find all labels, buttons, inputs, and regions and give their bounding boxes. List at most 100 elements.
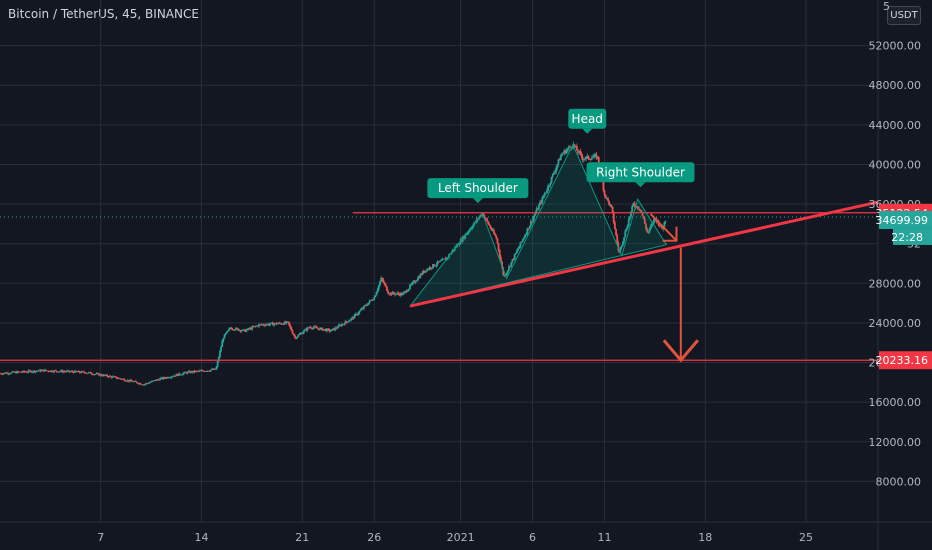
price-tick-label-partial: 5 [883,0,890,13]
candle-body [8,373,11,375]
candle-body [250,327,252,330]
candle-body [263,325,266,326]
pattern-label-box [586,162,695,183]
candle-body [569,146,571,148]
candle-body [117,377,120,379]
candle-body [387,291,389,294]
candle-body [164,378,167,379]
candle-body [579,151,582,154]
candle-body [288,321,290,325]
candle-body [463,236,465,239]
candle-body [230,327,233,330]
candle-body [156,379,159,381]
candle-body [420,274,423,276]
candle-body [333,328,335,331]
candle-body [186,371,189,374]
candle-body [27,370,30,373]
breakdown-arrow-head [662,226,678,242]
candle-body [556,164,559,168]
candle-body [493,230,495,234]
candle-body [552,173,555,175]
candle-body [471,227,474,229]
candle-body [182,373,184,375]
candle-body [31,371,34,373]
candle-body [539,201,541,206]
candle-body [252,326,255,328]
candle-body [366,304,369,306]
candle-body [485,217,487,219]
candle-body [300,333,303,335]
candle-body [158,379,160,381]
candle-body [296,336,298,339]
candle-body [257,325,259,327]
candle-body [179,374,182,376]
candle-body [613,222,616,230]
candle-body [35,370,38,372]
candle-body [544,192,547,194]
candle-body [239,330,242,332]
candle-body [33,370,36,373]
candle-body [67,370,69,372]
candle-body [62,371,65,373]
candle-body [32,370,35,372]
candle-body [567,146,570,149]
candle-body [228,328,231,331]
candle-body [1,373,4,375]
candle-body [356,313,358,315]
candle-body [293,335,296,338]
candle-body [430,267,433,269]
time-axis[interactable]: 7 14 21 26 2021 6 11 18 25 [97,531,813,544]
candle-body [338,325,341,326]
candle-body [410,284,412,286]
candlestick-series [0,141,667,386]
candle-body [225,331,228,334]
candle-body [320,327,323,329]
candle-body [633,203,636,206]
candle-body [573,144,576,147]
candle-body [71,371,74,372]
candle-body [587,155,590,159]
candle-body [34,371,37,373]
candle-body [110,376,113,378]
candle-body [399,293,402,296]
candle-body [102,374,105,376]
candle-body [437,261,440,263]
candle-body [540,201,543,203]
candle-body [578,151,581,153]
candle-body [276,323,279,325]
candle-body [602,181,605,191]
candle-body [620,245,623,247]
candle-body [513,253,516,260]
candle-body [19,371,22,373]
candle-body [312,327,315,329]
candle-body [391,292,394,295]
candle-body [285,321,288,324]
candle-body [409,284,411,289]
countdown-badge-text: 22:28 [891,231,923,244]
candle-body [604,194,607,199]
currency-unit-button[interactable]: USDT [887,6,921,25]
candle-body [663,221,666,227]
candle-body [270,322,273,324]
time-tick-label: 21 [295,531,309,544]
candle-body [40,370,43,372]
candle-body [649,226,652,229]
candle-body [133,381,136,382]
candle-body [18,371,21,373]
candle-body [487,221,490,225]
candle-body [422,271,425,273]
target-price-badge-text: 20233.16 [876,354,929,367]
candle-body [542,196,545,198]
candle-body [121,378,123,380]
time-tick-label: 14 [195,531,209,544]
candle-body [224,333,227,335]
candle-body [56,371,59,373]
candle-body [442,258,445,260]
candle-body [163,377,166,379]
candle-body [139,383,142,385]
head-and-shoulders-pattern [408,143,668,307]
candle-body [213,368,216,370]
candle-body [359,310,362,312]
